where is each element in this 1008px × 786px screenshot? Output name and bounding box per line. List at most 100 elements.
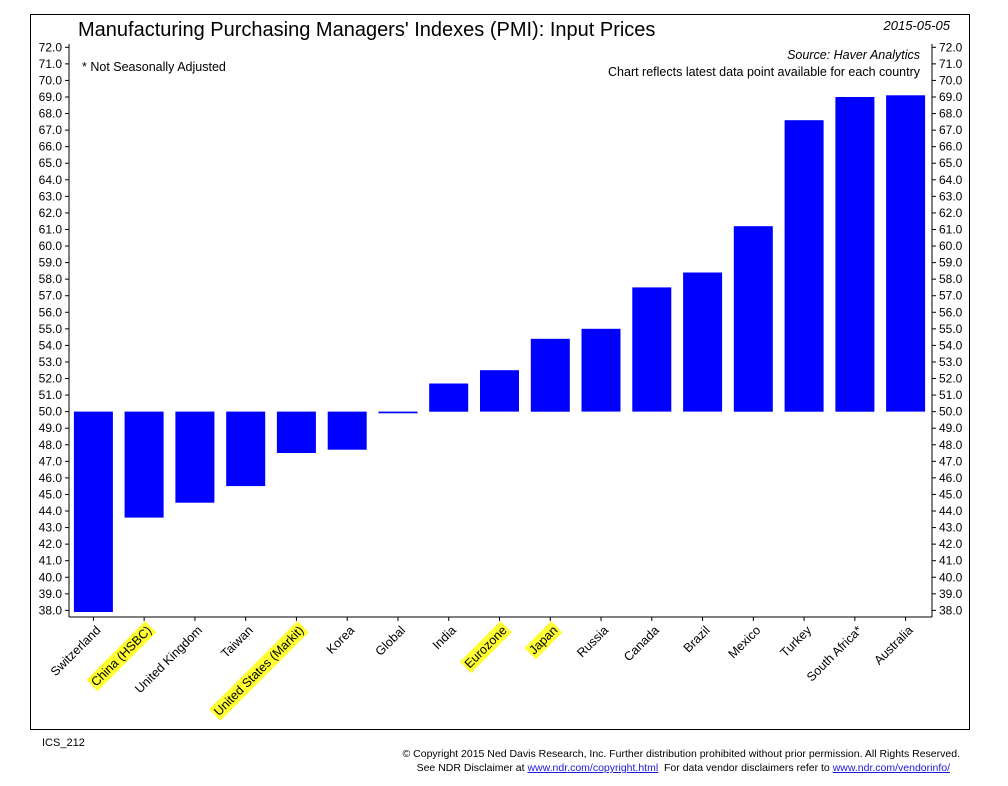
y-tick-label-left: 60.0 xyxy=(39,239,63,253)
x-tick-label-6: Global xyxy=(373,623,408,658)
y-tick-label-right: 49.0 xyxy=(939,421,963,435)
y-tick-label-left: 53.0 xyxy=(39,355,63,369)
y-tick-label-right: 51.0 xyxy=(939,388,963,402)
y-tick-label-left: 67.0 xyxy=(39,123,63,137)
disclaimer-line: See NDR Disclaimer at www.ndr.com/copyri… xyxy=(417,762,950,774)
y-tick-label-right: 54.0 xyxy=(939,338,963,352)
bar-0 xyxy=(73,411,113,612)
bar-2 xyxy=(175,411,215,503)
y-tick-label-right: 59.0 xyxy=(939,256,963,270)
y-tick-label-right: 71.0 xyxy=(939,57,963,71)
y-tick-label-left: 54.0 xyxy=(39,338,63,352)
y-tick-label-right: 67.0 xyxy=(939,123,963,137)
disclaimer-prefix: See NDR Disclaimer at xyxy=(416,762,528,774)
y-tick-label-right: 38.0 xyxy=(939,603,963,617)
x-tick-label-0: Switzerland xyxy=(48,623,104,679)
bar-8 xyxy=(480,370,519,412)
y-tick-label-left: 64.0 xyxy=(39,173,63,187)
bar-13 xyxy=(733,226,773,412)
y-tick-label-right: 70.0 xyxy=(939,73,963,87)
y-tick-label-right: 72.0 xyxy=(939,40,963,54)
y-tick-label-right: 68.0 xyxy=(939,107,963,121)
y-tick-label-right: 55.0 xyxy=(939,322,963,336)
highlight-layer xyxy=(86,621,563,721)
y-tick-label-left: 47.0 xyxy=(39,454,63,468)
y-tick-label-right: 69.0 xyxy=(939,90,963,104)
seasonal-note: * Not Seasonally Adjusted xyxy=(82,60,226,74)
bar-7 xyxy=(429,383,469,412)
y-tick-label-right: 44.0 xyxy=(939,504,963,518)
x-tick-label-12: Brazil xyxy=(681,623,713,655)
y-tick-label-right: 43.0 xyxy=(939,521,963,535)
y-tick-label-right: 47.0 xyxy=(939,454,963,468)
x-tick-label-10: Russia xyxy=(574,623,611,660)
y-tick-label-left: 50.0 xyxy=(39,405,63,419)
y-tick-label-right: 60.0 xyxy=(939,239,963,253)
y-tick-label-left: 41.0 xyxy=(39,554,63,568)
bar-4 xyxy=(276,411,316,453)
y-tick-label-left: 55.0 xyxy=(39,322,63,336)
y-tick-label-right: 57.0 xyxy=(939,289,963,303)
copyright-text: © Copyright 2015 Ned Davis Research, Inc… xyxy=(402,748,961,760)
y-tick-label-left: 52.0 xyxy=(39,372,63,386)
bar-14 xyxy=(784,120,824,412)
y-tick-label-right: 58.0 xyxy=(939,272,963,286)
y-tick-label-left: 45.0 xyxy=(39,487,63,501)
x-tick-label-3: Taiwan xyxy=(218,623,255,660)
y-tick-label-left: 44.0 xyxy=(39,504,63,518)
y-tick-label-right: 66.0 xyxy=(939,140,963,154)
chart-frame xyxy=(30,14,970,730)
bar-layer xyxy=(73,95,926,612)
axis-layer: 38.0 38.0 39.0 39.0 40.0 40.0 41.0 41.0 42.0 42.0… xyxy=(39,40,963,621)
x-tick-label-14: Turkey xyxy=(778,623,815,660)
y-tick-label-right: 53.0 xyxy=(939,355,963,369)
label-highlight-4 xyxy=(209,621,309,721)
y-tick-label-right: 40.0 xyxy=(939,570,963,584)
y-tick-label-right: 62.0 xyxy=(939,206,963,220)
bar-1 xyxy=(124,411,164,518)
y-tick-label-left: 70.0 xyxy=(39,73,63,87)
x-tick-label-9: Japan xyxy=(526,623,560,657)
chart-note: Chart reflects latest data point availab… xyxy=(608,65,920,79)
y-tick-label-right: 42.0 xyxy=(939,537,963,551)
y-tick-label-right: 52.0 xyxy=(939,372,963,386)
x-tick-label-8: Eurozone xyxy=(462,623,510,671)
y-tick-label-left: 51.0 xyxy=(39,388,63,402)
y-tick-label-right: 48.0 xyxy=(939,438,963,452)
label-highlight-8 xyxy=(459,621,512,674)
y-tick-label-left: 71.0 xyxy=(39,57,63,71)
x-tick-label-13: Mexico xyxy=(726,623,764,661)
y-tick-label-right: 46.0 xyxy=(939,471,963,485)
y-tick-label-right: 56.0 xyxy=(939,305,963,319)
y-tick-label-left: 49.0 xyxy=(39,421,63,435)
x-tick-label-5: Korea xyxy=(324,623,358,657)
y-tick-label-left: 62.0 xyxy=(39,206,63,220)
y-tick-label-left: 39.0 xyxy=(39,587,63,601)
label-highlight-1 xyxy=(86,621,157,692)
vendor-info-link[interactable]: www.ndr.com/vendorinfo/ xyxy=(832,762,950,774)
bar-3 xyxy=(226,411,266,487)
bar-12 xyxy=(683,272,723,412)
source-label: Source: Haver Analytics xyxy=(787,48,920,62)
y-tick-label-left: 72.0 xyxy=(39,40,63,54)
y-tick-label-left: 56.0 xyxy=(39,305,63,319)
y-tick-label-left: 61.0 xyxy=(39,222,63,236)
y-tick-label-left: 63.0 xyxy=(39,189,63,203)
y-tick-label-left: 42.0 xyxy=(39,537,63,551)
y-tick-label-left: 40.0 xyxy=(39,570,63,584)
y-tick-label-left: 59.0 xyxy=(39,256,63,270)
y-tick-label-left: 69.0 xyxy=(39,90,63,104)
x-tick-label-4: United States (Markit) xyxy=(211,623,306,718)
x-tick-label-11: Canada xyxy=(621,623,662,664)
bar-15 xyxy=(835,97,875,412)
copyright-link[interactable]: www.ndr.com/copyright.html xyxy=(527,762,659,774)
bar-10 xyxy=(581,328,621,412)
vendor-prefix: For data vendor disclaimers refer to xyxy=(658,762,833,774)
x-tick-label-16: Australia xyxy=(871,623,915,667)
y-tick-label-left: 68.0 xyxy=(39,107,63,121)
x-tick-label-7: India xyxy=(430,623,459,652)
y-tick-label-left: 57.0 xyxy=(39,289,63,303)
y-tick-label-right: 45.0 xyxy=(939,487,963,501)
